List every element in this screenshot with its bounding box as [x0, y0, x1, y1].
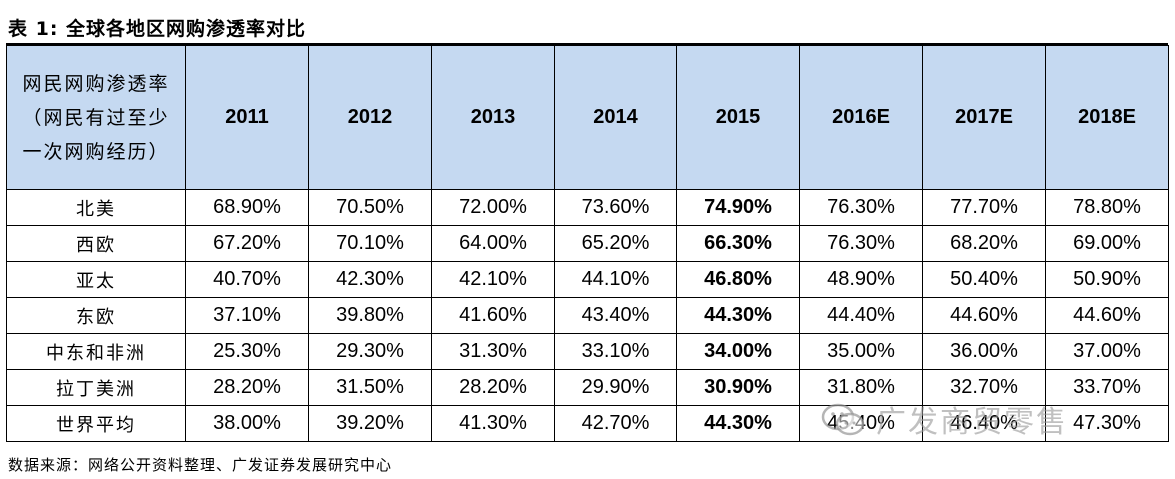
value-cell: 70.50%: [308, 189, 432, 226]
value-cell: 29.30%: [308, 333, 432, 370]
region-cell: 世界平均: [6, 405, 186, 442]
value-cell: 41.60%: [431, 297, 555, 334]
value-cell: 44.10%: [554, 261, 677, 298]
column-header: 2014: [554, 45, 677, 190]
table-row: 亚太 40.70% 42.30% 42.10% 44.10% 46.80% 48…: [6, 261, 1169, 298]
value-cell: 44.40%: [799, 297, 923, 334]
value-cell: 69.00%: [1045, 225, 1169, 262]
value-cell: 50.40%: [922, 261, 1046, 298]
value-cell: 30.90%: [676, 369, 800, 406]
value-cell: 37.00%: [1045, 333, 1169, 370]
value-cell: 47.30%: [1045, 405, 1169, 442]
value-cell: 68.20%: [922, 225, 1046, 262]
value-cell: 73.60%: [554, 189, 677, 226]
value-cell: 76.30%: [799, 189, 923, 226]
value-cell: 37.10%: [185, 297, 309, 334]
value-cell: 74.90%: [676, 189, 800, 226]
region-cell: 西欧: [6, 225, 186, 262]
table-row: 西欧 67.20% 70.10% 64.00% 65.20% 66.30% 76…: [6, 225, 1169, 262]
value-cell: 42.30%: [308, 261, 432, 298]
table-row: 东欧 37.10% 39.80% 41.60% 43.40% 44.30% 44…: [6, 297, 1169, 334]
value-cell: 33.10%: [554, 333, 677, 370]
value-cell: 36.00%: [922, 333, 1046, 370]
penetration-table: 网民网购渗透率（网民有过至少一次网购经历） 2011 2012 2013 201…: [6, 45, 1169, 442]
value-cell: 67.20%: [185, 225, 309, 262]
value-cell: 31.80%: [799, 369, 923, 406]
title-rule: [6, 43, 1168, 45]
value-cell: 35.00%: [799, 333, 923, 370]
value-cell: 42.10%: [431, 261, 555, 298]
value-cell: 34.00%: [676, 333, 800, 370]
region-cell: 东欧: [6, 297, 186, 334]
column-header: 2017E: [922, 45, 1046, 190]
table-row: 中东和非洲 25.30% 29.30% 31.30% 33.10% 34.00%…: [6, 333, 1169, 370]
value-cell: 44.60%: [922, 297, 1046, 334]
value-cell: 28.20%: [185, 369, 309, 406]
value-cell: 78.80%: [1045, 189, 1169, 226]
value-cell: 43.40%: [554, 297, 677, 334]
region-cell: 中东和非洲: [6, 333, 186, 370]
column-header: 2012: [308, 45, 432, 190]
value-cell: 66.30%: [676, 225, 800, 262]
column-header: 2013: [431, 45, 555, 190]
value-cell: 40.70%: [185, 261, 309, 298]
value-cell: 41.30%: [431, 405, 555, 442]
region-cell: 拉丁美洲: [6, 369, 186, 406]
value-cell: 39.20%: [308, 405, 432, 442]
value-cell: 70.10%: [308, 225, 432, 262]
header-row: 网民网购渗透率（网民有过至少一次网购经历） 2011 2012 2013 201…: [6, 45, 1169, 190]
value-cell: 44.30%: [676, 405, 800, 442]
region-cell: 亚太: [6, 261, 186, 298]
column-header: 2011: [185, 45, 309, 190]
column-header: 2015: [676, 45, 800, 190]
table-title: 表 1: 全球各地区网购渗透率对比: [8, 18, 307, 40]
watermark-text: 广发商贸零售: [876, 405, 1068, 440]
column-header: 2018E: [1045, 45, 1169, 190]
value-cell: 38.00%: [185, 405, 309, 442]
value-cell: 65.20%: [554, 225, 677, 262]
region-cell: 北美: [6, 189, 186, 226]
value-cell: 29.90%: [554, 369, 677, 406]
value-cell: 32.70%: [922, 369, 1046, 406]
value-cell: 31.30%: [431, 333, 555, 370]
table-row: 北美 68.90% 70.50% 72.00% 73.60% 74.90% 76…: [6, 189, 1169, 226]
value-cell: 28.20%: [431, 369, 555, 406]
value-cell: 48.90%: [799, 261, 923, 298]
value-cell: 44.60%: [1045, 297, 1169, 334]
value-cell: 46.80%: [676, 261, 800, 298]
value-cell: 33.70%: [1045, 369, 1169, 406]
value-cell: 42.70%: [554, 405, 677, 442]
source-note: 数据来源：网络公开资料整理、广发证券发展研究中心: [8, 456, 393, 474]
value-cell: 76.30%: [799, 225, 923, 262]
value-cell: 77.70%: [922, 189, 1046, 226]
value-cell: 39.80%: [308, 297, 432, 334]
column-header: 2016E: [799, 45, 923, 190]
corner-header: 网民网购渗透率（网民有过至少一次网购经历）: [6, 45, 186, 190]
value-cell: 64.00%: [431, 225, 555, 262]
value-cell: 25.30%: [185, 333, 309, 370]
wechat-logo-icon: [820, 402, 866, 446]
table-row: 拉丁美洲 28.20% 31.50% 28.20% 29.90% 30.90% …: [6, 369, 1169, 406]
value-cell: 46.40%: [922, 405, 1046, 442]
value-cell: 68.90%: [185, 189, 309, 226]
value-cell: 72.00%: [431, 189, 555, 226]
value-cell: 31.50%: [308, 369, 432, 406]
value-cell: 44.30%: [676, 297, 800, 334]
watermark: 广发商贸零售: [820, 397, 1068, 446]
value-cell: 50.90%: [1045, 261, 1169, 298]
